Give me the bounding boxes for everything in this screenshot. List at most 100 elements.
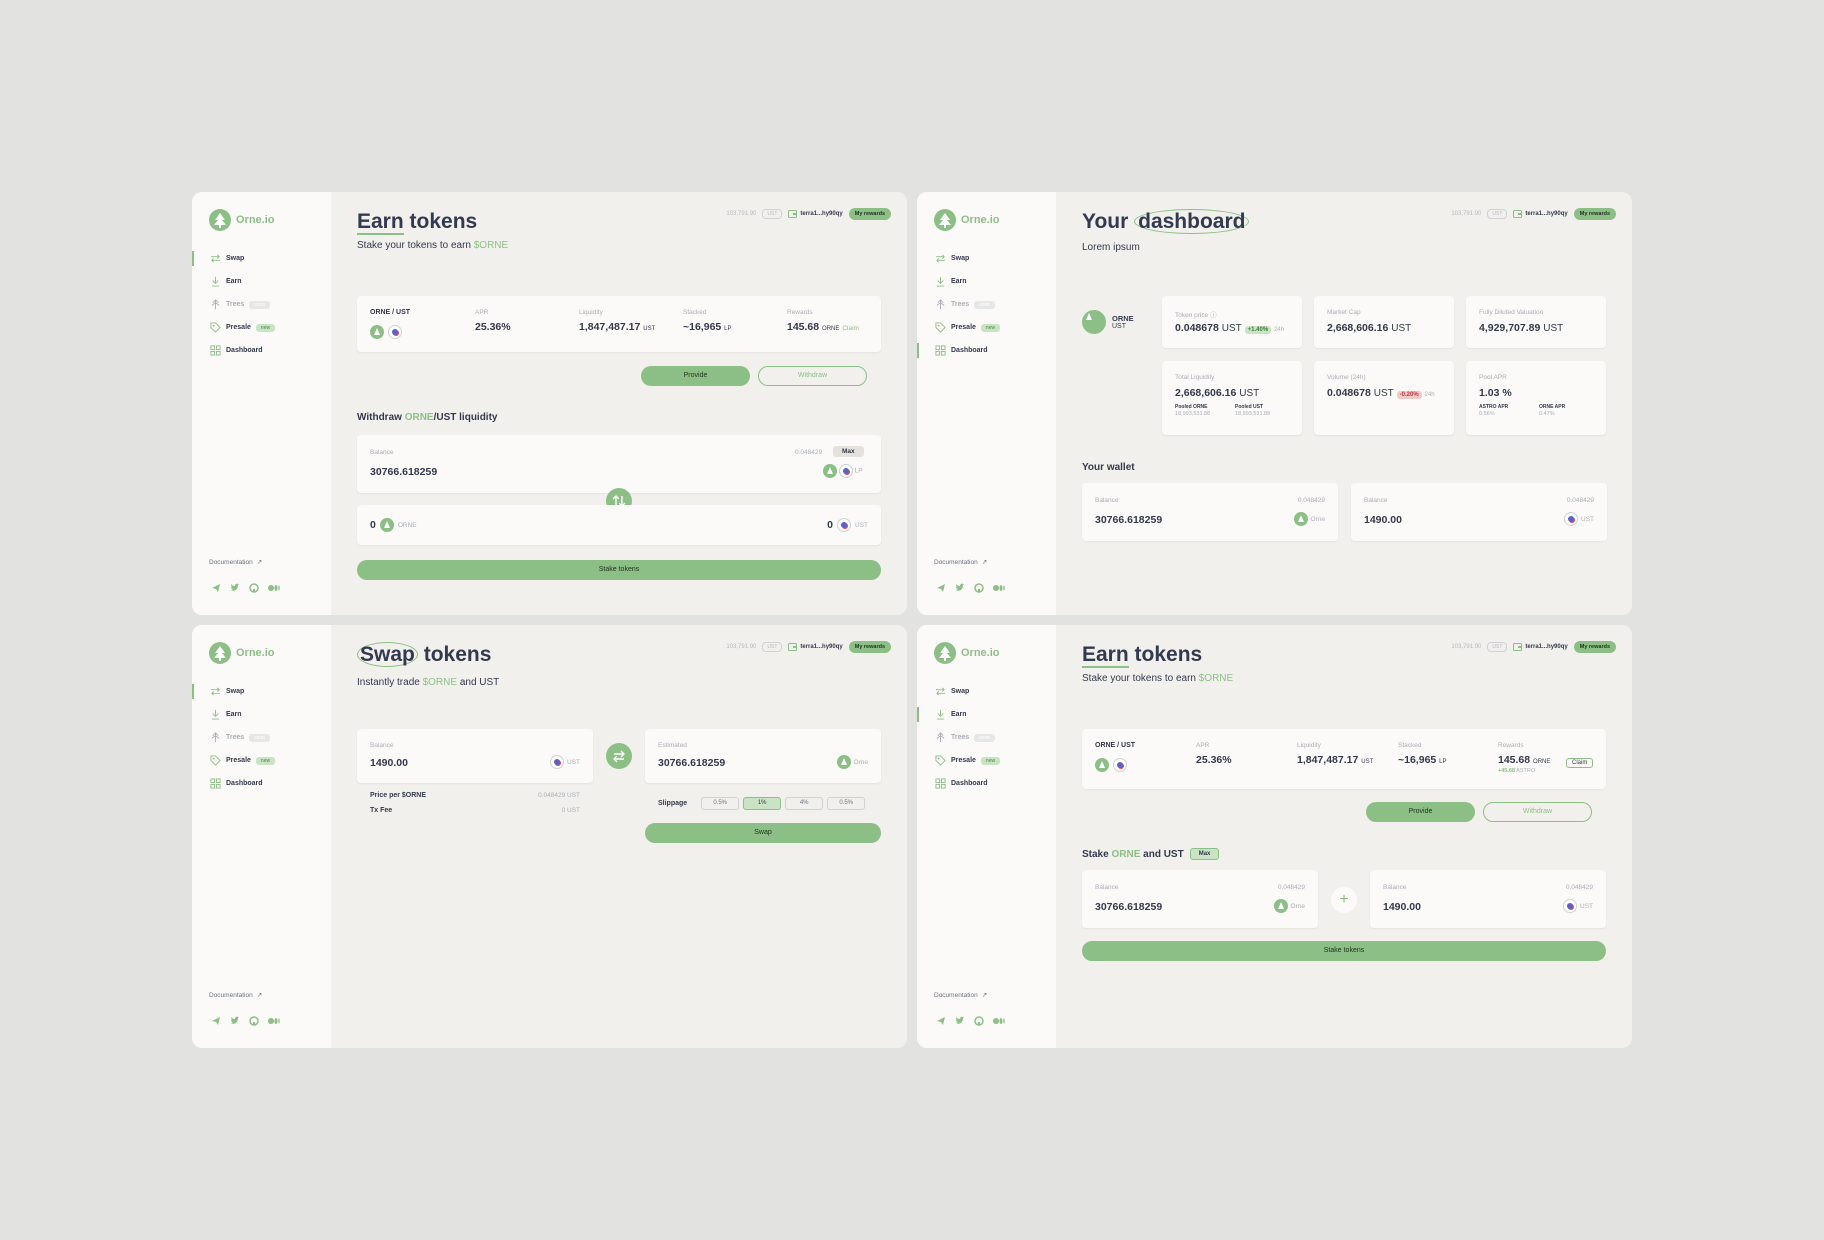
ust-token-icon: [1113, 757, 1128, 772]
documentation-link[interactable]: Documentation ↗: [934, 991, 987, 1000]
nav-trees[interactable]: Trees soon: [192, 726, 331, 749]
ust-token-icon: [1564, 512, 1578, 526]
stacked-label: Stacked: [683, 309, 707, 316]
wallet-address[interactable]: terra1...hy90qy: [788, 643, 843, 651]
nav-dashboard[interactable]: Dashboard: [917, 772, 1056, 795]
token-price-card: Token price ⓘ 0.048678 UST +1.40% 24h: [1162, 296, 1302, 348]
nav-earn[interactable]: Earn: [192, 703, 331, 726]
medium-icon[interactable]: [993, 583, 1005, 593]
wallet-address[interactable]: terra1...hy90qy: [788, 210, 843, 218]
slippage-option[interactable]: 0.5%: [701, 797, 740, 810]
nav-trees[interactable]: Trees soon: [917, 293, 1056, 316]
token-label: Orne: [1293, 512, 1325, 526]
ust-amount[interactable]: 1490.00: [1383, 901, 1421, 913]
my-rewards-button[interactable]: My rewards: [848, 208, 891, 220]
documentation-link[interactable]: Documentation ↗: [209, 558, 262, 567]
telegram-icon[interactable]: [211, 1016, 221, 1026]
nav-earn[interactable]: Earn: [917, 703, 1056, 726]
stake-tokens-button[interactable]: Stake tokens: [1082, 941, 1606, 961]
slippage-option[interactable]: 0.5%: [827, 797, 866, 810]
nav-dashboard[interactable]: Dashboard: [917, 339, 1056, 362]
rewards-value: 145.68 ORNE: [1498, 754, 1551, 766]
page-subtitle: Lorem ipsum: [1082, 242, 1140, 253]
medium-icon[interactable]: [268, 1016, 280, 1026]
wallet-icon: [1513, 643, 1523, 651]
nav-earn[interactable]: Earn: [192, 270, 331, 293]
github-icon[interactable]: [974, 583, 984, 593]
slippage-option[interactable]: 4%: [785, 797, 824, 810]
wallet-icon: [788, 210, 798, 218]
nav-presale[interactable]: Presale new: [917, 316, 1056, 339]
nav-presale[interactable]: Presale new: [192, 316, 331, 339]
to-token[interactable]: Orne: [836, 755, 868, 769]
topbar: 103,791.90 UST terra1...hy90qy My reward…: [1451, 641, 1616, 653]
nav-swap[interactable]: Swap: [917, 680, 1056, 703]
withdraw-button[interactable]: Withdraw: [758, 366, 867, 386]
my-rewards-button[interactable]: My rewards: [848, 641, 891, 653]
slippage-option-selected[interactable]: 1%: [743, 797, 782, 810]
provide-button[interactable]: Provide: [641, 366, 750, 386]
info-icon[interactable]: ⓘ: [1210, 312, 1217, 319]
token-label: UST: [1564, 512, 1594, 526]
twitter-icon[interactable]: [955, 1016, 965, 1026]
balance-value: 1490.00: [1364, 514, 1402, 526]
stake-tokens-button[interactable]: Stake tokens: [357, 560, 881, 580]
logo[interactable]: Orne.io: [934, 209, 1000, 231]
tree-icon: [211, 732, 220, 743]
documentation-link[interactable]: Documentation ↗: [209, 991, 262, 1000]
fee-label: Tx Fee: [370, 807, 393, 814]
nav-trees[interactable]: Trees soon: [917, 726, 1056, 749]
new-badge: new: [255, 323, 276, 332]
max-button[interactable]: Max: [1189, 848, 1220, 860]
page-subtitle: Stake your tokens to earn $ORNE: [1082, 673, 1234, 684]
wallet-address-text: terra1...hy90qy: [800, 644, 843, 650]
twitter-icon[interactable]: [955, 583, 965, 593]
wallet-ust-card: Balance 0.048429 1490.00 UST: [1351, 483, 1607, 541]
max-button[interactable]: Max: [833, 446, 864, 457]
nav-trees[interactable]: Trees soon: [192, 293, 331, 316]
logo[interactable]: Orne.io: [934, 642, 1000, 664]
nav-swap[interactable]: Swap: [192, 680, 331, 703]
section-title: Withdraw ORNE/UST liquidity: [357, 412, 498, 423]
nav-presale[interactable]: Presale new: [192, 749, 331, 772]
from-token[interactable]: UST: [550, 755, 580, 769]
documentation-link[interactable]: Documentation ↗: [934, 558, 987, 567]
nav-presale-label: Presale: [951, 324, 976, 331]
nav-presale[interactable]: Presale new: [917, 749, 1056, 772]
vol-value: 0.048678 UST -0.20% 24h: [1327, 387, 1435, 399]
github-icon[interactable]: [974, 1016, 984, 1026]
wallet-address[interactable]: terra1...hy90qy: [1513, 643, 1568, 651]
download-icon: [211, 276, 220, 287]
withdraw-button[interactable]: Withdraw: [1483, 802, 1592, 822]
balance-value[interactable]: 30766.618259: [370, 466, 438, 478]
logo[interactable]: Orne.io: [209, 642, 275, 664]
provide-button[interactable]: Provide: [1366, 802, 1475, 822]
wallet-address[interactable]: terra1...hy90qy: [1513, 210, 1568, 218]
my-rewards-button[interactable]: My rewards: [1573, 641, 1616, 653]
balance-unit: UST: [762, 642, 783, 652]
nav-dashboard[interactable]: Dashboard: [192, 772, 331, 795]
telegram-icon[interactable]: [936, 583, 946, 593]
telegram-icon[interactable]: [936, 1016, 946, 1026]
github-icon[interactable]: [249, 1016, 259, 1026]
medium-icon[interactable]: [993, 1016, 1005, 1026]
twitter-icon[interactable]: [230, 1016, 240, 1026]
nav-dashboard[interactable]: Dashboard: [192, 339, 331, 362]
from-amount[interactable]: 1490.00: [370, 757, 408, 769]
nav-swap[interactable]: Swap: [917, 247, 1056, 270]
estimated-label: Estimated: [658, 742, 687, 749]
plus-icon: +: [1331, 887, 1357, 913]
telegram-icon[interactable]: [211, 583, 221, 593]
swap-button[interactable]: Swap: [645, 823, 881, 843]
claim-link[interactable]: Claim: [842, 325, 859, 332]
twitter-icon[interactable]: [230, 583, 240, 593]
medium-icon[interactable]: [268, 583, 280, 593]
logo[interactable]: Orne.io: [209, 209, 275, 231]
my-rewards-button[interactable]: My rewards: [1573, 208, 1616, 220]
claim-button[interactable]: Claim: [1566, 758, 1594, 768]
github-icon[interactable]: [249, 583, 259, 593]
orne-amount[interactable]: 30766.618259: [1095, 901, 1163, 913]
nav-earn[interactable]: Earn: [917, 270, 1056, 293]
swap-direction-button[interactable]: [606, 743, 632, 769]
nav-swap[interactable]: Swap: [192, 247, 331, 270]
